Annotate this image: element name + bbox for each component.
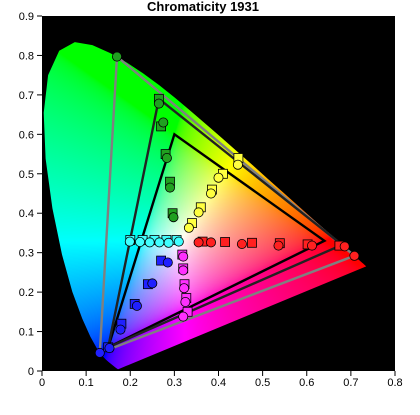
- marker-circle: [154, 237, 165, 248]
- marker-circle: [163, 237, 174, 248]
- x-tick-label: 0.4: [211, 377, 226, 389]
- y-axis: 0 0.1 0.2 0.3 0.4 0.5 0.6 0.7 0.8 0.9: [19, 11, 42, 378]
- marker-circle: [179, 283, 190, 294]
- x-tick-label: 0.1: [78, 377, 93, 389]
- marker-circle: [178, 265, 189, 276]
- marker-circle: [161, 152, 172, 163]
- marker-circle: [339, 241, 350, 252]
- marker-circle: [213, 172, 224, 183]
- marker-circle: [162, 257, 173, 268]
- marker-circle: [168, 212, 179, 223]
- y-tick-label: 0.9: [19, 11, 34, 23]
- x-tick-label: 0.5: [255, 377, 270, 389]
- y-tick-label: 0: [28, 366, 34, 378]
- marker-circle: [104, 343, 115, 354]
- marker-circle: [173, 236, 184, 247]
- x-tick-label: 0.7: [343, 377, 358, 389]
- marker-circle: [273, 240, 284, 251]
- marker-circle: [134, 236, 145, 247]
- plot-frame: [42, 16, 395, 371]
- marker-circle: [178, 251, 189, 262]
- marker-circle: [236, 238, 247, 249]
- marker-square: [220, 237, 231, 247]
- marker-circle: [183, 222, 194, 233]
- gamut-triangle-2: [106, 96, 345, 350]
- marker-circle: [147, 278, 158, 289]
- marker-circle: [131, 300, 142, 311]
- y-tick-label: 0.7: [19, 90, 34, 102]
- marker-circle: [193, 237, 204, 248]
- y-tick-label: 0.6: [19, 129, 34, 141]
- marker-circle: [306, 240, 317, 251]
- x-tick-label: 0: [39, 377, 45, 389]
- marker-circle: [164, 182, 175, 193]
- marker-circle: [115, 324, 126, 335]
- marker-square: [247, 237, 257, 248]
- marker-circle: [349, 250, 360, 261]
- marker-circle: [124, 236, 135, 247]
- marker-circle: [112, 51, 123, 62]
- x-axis: 0 0.1 0.2 0.3 0.4 0.5 0.6 0.7 0.8: [39, 371, 403, 389]
- y-tick-label: 0.3: [19, 248, 34, 260]
- marker-circle: [144, 237, 155, 248]
- marker-circle: [94, 347, 105, 358]
- x-tick-label: 0.6: [299, 377, 314, 389]
- y-tick-label: 0.2: [19, 287, 34, 299]
- marker-circle: [193, 207, 204, 218]
- chart-title: Chromaticity 1931: [147, 0, 259, 14]
- marker-circle: [180, 296, 191, 307]
- marker-circle: [232, 159, 243, 170]
- y-tick-label: 0.1: [19, 327, 34, 339]
- y-tick-label: 0.5: [19, 169, 34, 181]
- marker-circle: [178, 311, 189, 322]
- y-tick-label: 0.4: [19, 208, 34, 220]
- measurement-points: [94, 51, 360, 358]
- x-tick-label: 0.8: [387, 377, 402, 389]
- x-tick-label: 0.3: [167, 377, 182, 389]
- marker-circle: [158, 117, 169, 128]
- y-tick-label: 0.8: [19, 50, 34, 62]
- marker-circle: [153, 98, 164, 109]
- marker-circle: [205, 188, 216, 199]
- marker-circle: [205, 237, 216, 248]
- x-tick-label: 0.2: [123, 377, 138, 389]
